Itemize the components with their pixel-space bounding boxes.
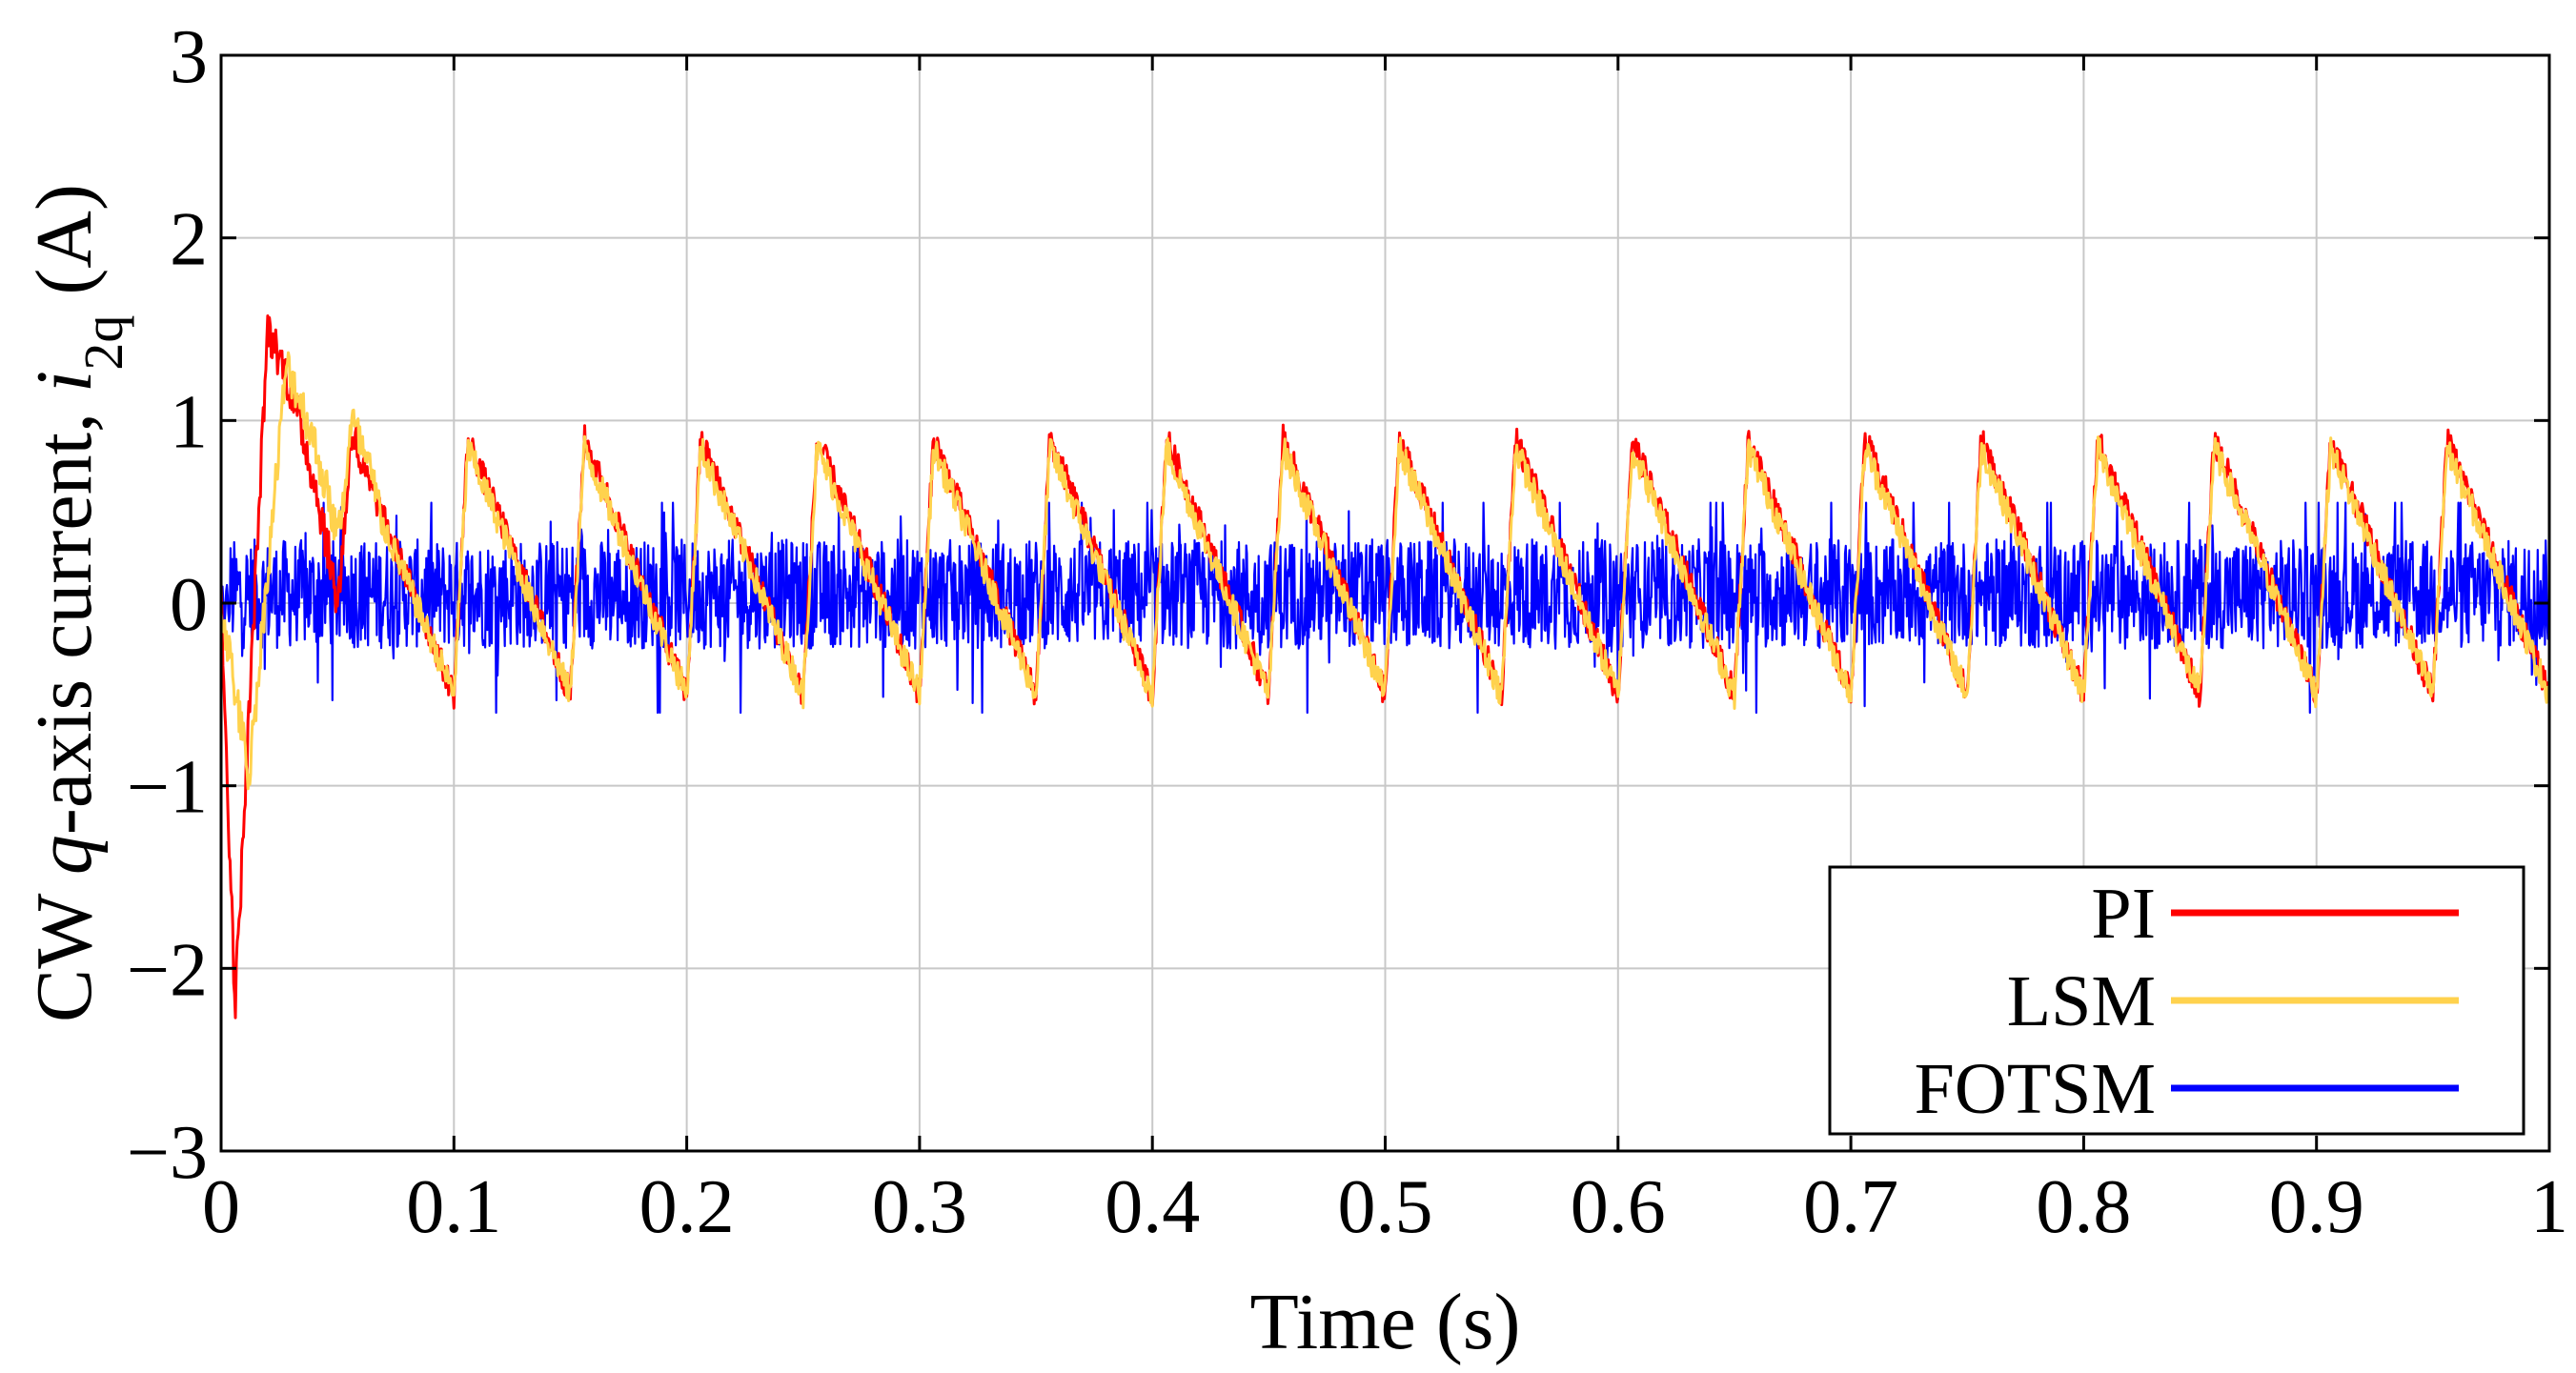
x-axis-label: Time (s) xyxy=(1250,1278,1521,1366)
y-tick-label: 1 xyxy=(170,380,208,464)
x-tick-labels: 0 0.1 0.2 0.3 0.4 0.5 0.6 0.7 0.8 0.9 1 xyxy=(202,1165,2568,1249)
x-tick-label: 0.8 xyxy=(2036,1165,2131,1249)
plot-series xyxy=(219,314,2551,1020)
y-tick-labels: −3 −2 −1 0 1 2 3 xyxy=(127,15,208,1195)
y-tick-label: 0 xyxy=(170,563,208,647)
y-label-middle: -axis current, xyxy=(20,393,109,835)
legend-label-lsm: LSM xyxy=(2007,961,2156,1041)
y-label-prefix: CW xyxy=(20,875,109,1022)
y-tick-label: −1 xyxy=(127,746,208,830)
x-tick-label: 0.4 xyxy=(1105,1165,1200,1249)
x-tick-label: 1 xyxy=(2530,1165,2568,1249)
series-line-lsm xyxy=(219,351,2551,791)
x-tick-label: 0.2 xyxy=(639,1165,735,1249)
x-tick-label: 0.1 xyxy=(406,1165,501,1249)
y-tick-label: −2 xyxy=(127,928,208,1012)
x-tick-label: 0.6 xyxy=(1571,1165,1666,1249)
x-tick-label: 0.5 xyxy=(1338,1165,1433,1249)
x-tick-label: 0.3 xyxy=(872,1165,967,1249)
legend-label-pi: PI xyxy=(2091,874,2156,954)
x-tick-label: 0.7 xyxy=(1803,1165,1898,1249)
axis-ticks xyxy=(219,53,2551,1153)
series-line-fotsm xyxy=(219,501,2551,715)
y-tick-label: 2 xyxy=(170,198,208,282)
y-label-suffix: (A) xyxy=(20,184,109,315)
y-tick-label: −3 xyxy=(127,1111,208,1195)
y-label-subscript: 2q xyxy=(72,315,134,371)
legend-label-fotsm: FOTSM xyxy=(1915,1049,2156,1129)
y-tick-label: 3 xyxy=(170,15,208,99)
x-tick-label: 0.9 xyxy=(2269,1165,2364,1249)
y-label-q: q xyxy=(20,835,109,875)
x-tick-label: 0 xyxy=(202,1165,240,1249)
y-axis-label: CW q-axis current, i2q (A) xyxy=(20,184,134,1022)
y-label-i: i xyxy=(20,371,109,393)
